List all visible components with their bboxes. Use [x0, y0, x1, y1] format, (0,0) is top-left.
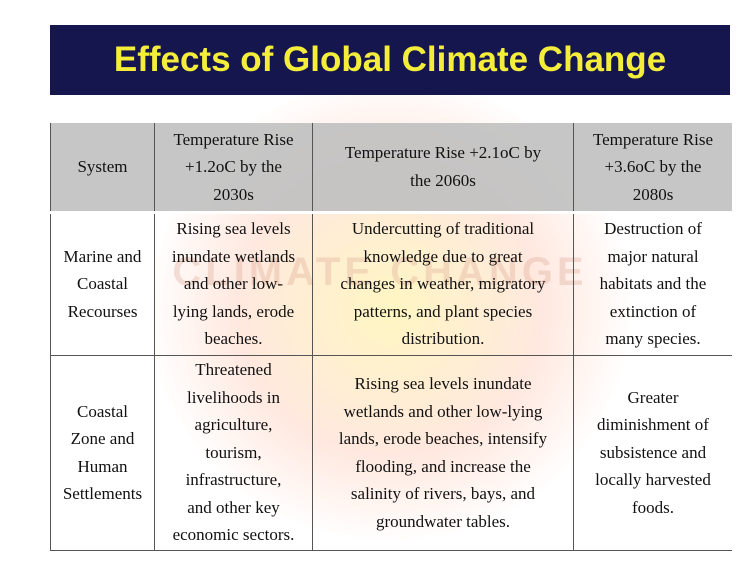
table-cell: Rising sea levels inundate wetlands and o… [312, 355, 574, 551]
title-bar: Effects of Global Climate Change [50, 25, 730, 95]
cell-line: subsistence and [599, 442, 707, 462]
table-cell: Greater diminishment of subsistence and loc… [573, 355, 732, 551]
table-cell: Undercutting of traditional knowledge due… [312, 212, 574, 356]
cell-line: flooding, and increase the [355, 456, 531, 476]
cell-line: habitats and the [599, 274, 707, 294]
cell-line: Temperature Rise +2.1oC by [344, 143, 542, 163]
cell-line: +1.2oC by the [185, 157, 282, 176]
cell-line: changes in weather, migratory [340, 274, 546, 294]
header-row: System Temperature Rise +1.2oC by the 2030s… [50, 123, 732, 214]
cell-line: 2080s [632, 184, 674, 204]
table-cell: Coastal Zone and Human Settlements [50, 355, 155, 551]
cell-line: infrastructure, [185, 470, 282, 490]
cell-line: salinity of rivers, bays, and [350, 484, 536, 503]
table-cell: Rising sea levels inundate wetlands and ot… [154, 212, 313, 356]
cell-line: extinction of [609, 301, 697, 321]
effects-table: System Temperature Rise +1.2oC by the 2030s… [50, 123, 732, 551]
cell-line: Marine and [63, 246, 142, 266]
table-cell: Temperature Rise +3.6oC by the 2080s [573, 123, 732, 214]
cell-line: Undercutting of traditional [351, 219, 535, 239]
cell-line: Rising sea levels inundate [354, 374, 532, 393]
cell-line: foods. [631, 497, 675, 517]
cell-line: Coastal [77, 401, 128, 421]
table-row: Coastal Zone and Human Settlements Threatene… [50, 355, 732, 551]
cell-line: Threatened [195, 360, 272, 380]
cell-line: wetlands and other low-lying [343, 401, 543, 421]
cell-line: major natural [607, 246, 699, 266]
cell-line: many species. [605, 329, 701, 349]
cell-line: Recourses [67, 301, 138, 321]
cell-line: distribution. [401, 329, 485, 349]
cell-line: agriculture, [194, 415, 273, 435]
table-cell: System [50, 123, 155, 214]
cell-line: lands, erode beaches, intensify [338, 429, 548, 448]
cell-line: Destruction of [604, 219, 702, 239]
cell-line: and other key [187, 497, 280, 517]
table-cell: Threatened livelihoods in agriculture, tour… [154, 355, 313, 551]
cell-line: knowledge due to great [363, 246, 523, 266]
cell-line: Zone and [70, 429, 135, 448]
table-cell: Marine and Coastal Recourses [50, 212, 155, 356]
cell-line: the 2060s [410, 170, 476, 190]
cell-line: Temperature Rise [173, 129, 294, 149]
cell-line: patterns, and plant species [353, 301, 533, 321]
table-row: Marine and Coastal Recourses Rising sea lev… [50, 212, 732, 356]
slide-title: Effects of Global Climate Change [113, 40, 667, 79]
table-cell: Temperature Rise +1.2oC by the 2030s [154, 123, 313, 214]
cell-line: Greater [627, 387, 679, 407]
cell-line: Coastal [77, 274, 128, 294]
cell-line: economic sectors. [172, 525, 295, 545]
cell-line: livelihoods in [186, 387, 281, 407]
cell-line: groundwater tables. [375, 511, 511, 531]
cell-line: diminishment of [597, 415, 709, 435]
cell-line: locally harvested [595, 470, 711, 490]
cell-line: System [77, 157, 128, 176]
cell-line: lying lands, erode [172, 301, 295, 321]
table-cell: Destruction of major natural habitats and … [573, 212, 732, 356]
cell-line: and other low- [183, 274, 284, 294]
cell-line: 2030s [213, 184, 254, 204]
cell-line: beaches. [204, 329, 263, 349]
cell-line: tourism, [205, 442, 262, 462]
cell-line: Temperature Rise [592, 129, 714, 149]
cell-line: +3.6oC by the [604, 157, 702, 176]
cell-line: Human [77, 456, 128, 476]
table-cell: Temperature Rise +2.1oC by the 2060s [312, 123, 574, 214]
cell-line: inundate wetlands [171, 246, 296, 266]
cell-line: Rising sea levels [176, 219, 291, 239]
cell-line: Settlements [62, 484, 143, 503]
